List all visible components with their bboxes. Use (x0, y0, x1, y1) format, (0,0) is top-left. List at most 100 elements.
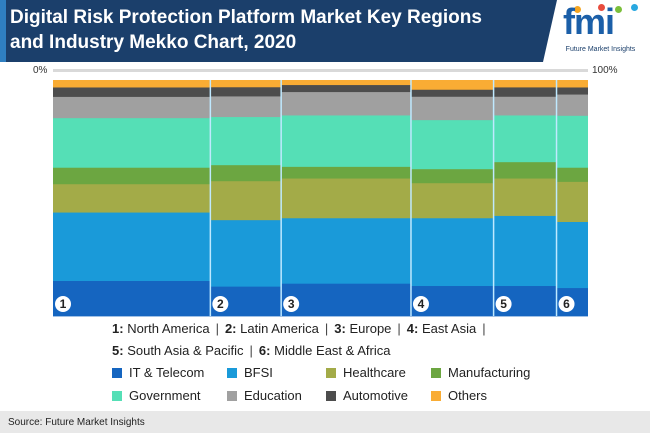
region-badge-1 (55, 296, 71, 312)
legend-label: Others (448, 388, 488, 403)
mekko-segment-1-government (53, 117, 211, 168)
region-legend-item-4: 4: East Asia (406, 321, 477, 336)
mekko-segment-4-education (410, 96, 494, 121)
legend-label: Government (129, 388, 201, 403)
mekko-segment-3-government (281, 115, 411, 167)
mekko-segment-6-healthcare (556, 181, 588, 222)
region-number-5: 5 (500, 297, 507, 311)
legend-item-bfsi: BFSI (227, 365, 273, 380)
mekko-bars (53, 80, 588, 317)
region-number-4: 4 (418, 297, 425, 311)
legend-label: Automotive (343, 388, 409, 403)
legend-label: IT & Telecom (129, 365, 205, 380)
mekko-segment-2-others (210, 80, 282, 88)
region-legend-line1: 1: North America | 2: Latin America | 3: Eur… (112, 321, 486, 336)
legend-swatch (112, 368, 122, 378)
mekko-segment-4-automotive (410, 89, 494, 97)
mekko-segment-5-education (493, 96, 557, 116)
legend-swatch (227, 368, 237, 378)
region-badge-2 (212, 296, 229, 312)
source-note: Source: Future Market Insights (8, 417, 145, 428)
mekko-segment-1-it-telecom (53, 280, 211, 317)
axis-right-label: 100% (592, 65, 618, 76)
mekko-segment-4-healthcare (410, 182, 494, 219)
header-accent (0, 0, 6, 62)
legend-item-automotive: Automotive (326, 388, 408, 403)
legend-label: Education (244, 388, 302, 403)
region-badge-5 (495, 296, 512, 312)
mekko-segment-1-bfsi (53, 212, 211, 281)
header-banner: Digital Risk Protection Platform Market … (0, 0, 650, 62)
mekko-segment-1-healthcare (53, 183, 211, 213)
mekko-segment-5-bfsi (493, 215, 557, 287)
mekko-segment-6-bfsi (556, 221, 588, 289)
legend-swatch (431, 391, 441, 401)
region-number-2: 2 (217, 297, 224, 311)
logo-tagline: Future Market Insights (565, 46, 636, 53)
mekko-segment-4-bfsi (410, 217, 494, 287)
mekko-segment-5-manufacturing (493, 161, 557, 179)
mekko-segment-1-education (53, 96, 211, 119)
region-legend-item-1: 1: North America (112, 321, 210, 336)
chart-title: Digital Risk Protection Platform Market … (10, 7, 482, 53)
legend-label: Healthcare (343, 365, 406, 380)
legend-item-others: Others (431, 388, 487, 403)
mekko-segment-3-education (281, 91, 411, 116)
legend-item-education: Education (227, 388, 302, 403)
mekko-segment-2-manufacturing (210, 164, 282, 182)
mekko-segment-2-automotive (210, 86, 282, 97)
logo-wordmark: fmi (563, 1, 615, 42)
mekko-segment-6-others (556, 80, 588, 88)
region-badge-6 (558, 296, 575, 312)
mekko-segment-5-others (493, 80, 557, 88)
region-legend-item-6: 6: Middle East & Africa (258, 343, 391, 358)
mekko-segment-5-government (493, 115, 557, 163)
mekko-segment-5-automotive (493, 87, 557, 97)
mekko-segment-5-healthcare (493, 178, 557, 216)
region-legend-line2: 5: South Asia & Pacific | 6: Middle East &… (112, 343, 391, 358)
mekko-region-labels: 1 2 3 4 5 6 (55, 296, 575, 312)
axis-left-label: 0% (33, 65, 48, 76)
legend-item-government: Government (112, 388, 201, 403)
mekko-segment-3-bfsi (281, 217, 411, 284)
mekko-segment-2-bfsi (210, 219, 282, 287)
mekko-segment-1-manufacturing (53, 167, 211, 185)
mekko-segment-2-education (210, 96, 282, 118)
mekko-segment-4-others (410, 80, 494, 90)
region-badge-3 (283, 296, 300, 312)
mekko-segment-1-automotive (53, 87, 211, 97)
legend-swatch (326, 368, 336, 378)
mekko-segment-3-healthcare (281, 178, 411, 219)
legend-swatch (112, 391, 122, 401)
region-legend-item-5: 5: South Asia & Pacific (112, 343, 244, 358)
legend-label: Manufacturing (448, 365, 531, 380)
mekko-segment-3-others (281, 80, 411, 86)
mekko-segment-2-government (210, 116, 282, 166)
legend-swatch (431, 368, 441, 378)
region-number-6: 6 (563, 297, 570, 311)
mekko-segment-3-automotive (281, 84, 411, 93)
mekko-segment-6-manufacturing (556, 167, 588, 182)
legend-swatch (227, 391, 237, 401)
mekko-segment-6-automotive (556, 87, 588, 95)
region-badge-4 (412, 296, 429, 312)
legend-item-it-telecom: IT & Telecom (112, 365, 204, 380)
mekko-segment-2-healthcare (210, 180, 282, 221)
legend-item-manufacturing: Manufacturing (431, 365, 530, 380)
legend-item-healthcare: Healthcare (326, 365, 406, 380)
region-number-3: 3 (288, 297, 295, 311)
mekko-segment-6-education (556, 94, 588, 116)
mekko-segment-4-government (410, 119, 494, 170)
footer-bar: Source: Future Market Insights (0, 411, 650, 433)
region-number-1: 1 (60, 297, 67, 311)
brand-logo: fmi Future Market Insights (543, 0, 650, 62)
mekko-segment-3-it-telecom (281, 283, 411, 317)
mekko-segment-6-government (556, 115, 588, 168)
region-legend-item-2: 2: Latin America (224, 321, 319, 336)
legend-label: BFSI (244, 365, 273, 380)
mekko-segment-4-manufacturing (410, 168, 494, 184)
axis-track (53, 69, 588, 72)
mekko-segment-1-others (53, 80, 211, 88)
region-legend-item-3: 3: Europe (334, 321, 392, 336)
